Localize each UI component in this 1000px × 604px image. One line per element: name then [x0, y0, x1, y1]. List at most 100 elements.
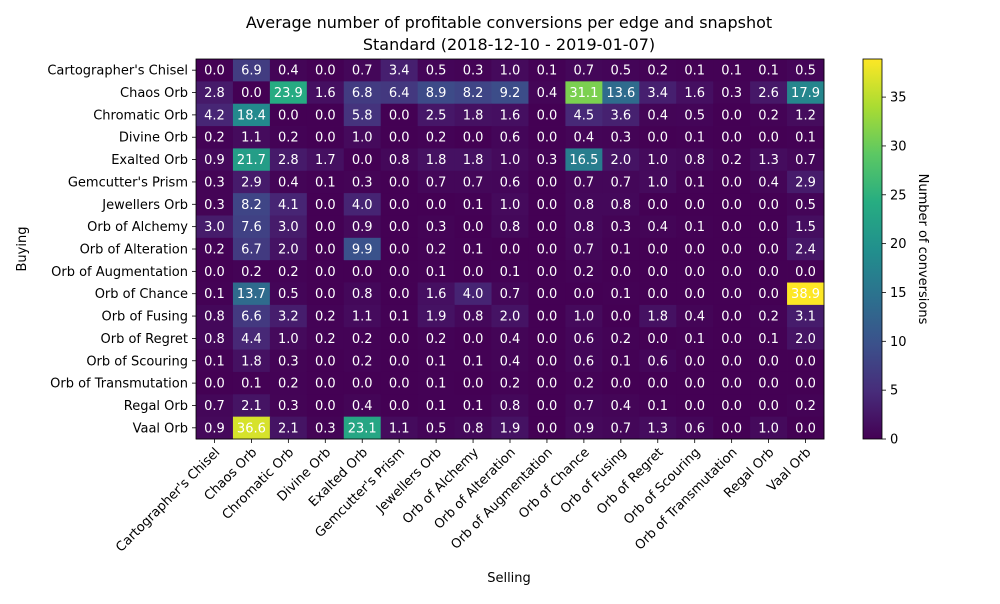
cell-value-label: 0.7: [610, 421, 631, 436]
cell-value-label: 0.0: [537, 131, 558, 146]
cell-value-label: 1.6: [315, 86, 336, 101]
heatmap-cell: [491, 148, 529, 172]
heatmap-cell: [750, 81, 788, 105]
heatmap-cell: [417, 260, 455, 283]
heatmap-cell: [565, 260, 603, 283]
heatmap-cell: [380, 81, 419, 105]
heatmap-cell: [454, 304, 492, 328]
cell-value-label: 8.2: [463, 86, 484, 101]
cell-value-label: 0.8: [463, 310, 484, 325]
heatmap-cell: [417, 81, 455, 105]
heatmap-cell: [639, 349, 677, 373]
cell-value-label: 0.3: [463, 64, 484, 79]
cell-value-label: 1.0: [647, 153, 668, 168]
cell-value-label: 0.7: [426, 175, 447, 190]
heatmap-cell: [787, 416, 825, 440]
cell-value-label: 0.0: [537, 287, 558, 302]
heatmap-cell: [639, 170, 677, 194]
cell-value-label: 0.0: [315, 377, 336, 392]
heatmap-cell: [454, 103, 492, 127]
heatmap-cell: [454, 193, 492, 216]
cell-value-label: 0.5: [684, 108, 705, 123]
cell-value-label: 1.0: [500, 153, 521, 168]
chart-subtitle: Standard (2018-12-10 - 2019-01-07): [363, 35, 655, 54]
cell-value-label: 0.0: [537, 265, 558, 280]
heatmap-cell: [196, 349, 234, 373]
heatmap-cell: [269, 394, 308, 418]
heatmap-cell: [750, 59, 788, 82]
cell-value-label: 0.0: [537, 421, 558, 436]
heatmap-cell: [676, 260, 714, 283]
cell-value-label: 2.8: [278, 153, 299, 168]
heatmap-cell: [565, 170, 603, 194]
heatmap-cell: [269, 349, 308, 373]
cell-value-label: 0.0: [684, 243, 705, 258]
heatmap-cell: [639, 103, 677, 127]
cell-value-label: 0.0: [721, 175, 742, 190]
heatmap-cell: [417, 349, 455, 373]
cell-value-label: 0.1: [610, 354, 631, 369]
colorbar-tick-label: 25: [890, 188, 907, 203]
y-tick-label: Orb of Alteration: [80, 243, 188, 258]
cell-value-label: 13.7: [237, 287, 266, 302]
cell-value-label: 0.2: [352, 332, 373, 347]
cell-value-label: 0.0: [647, 131, 668, 146]
heatmap-cell: [528, 394, 566, 418]
heatmap-cell: [269, 304, 308, 328]
x-axis-label: Selling: [487, 571, 531, 586]
heatmap-cell: [750, 193, 788, 216]
heatmap-cell-labels: 0.0 6.9 0.4 0.0 0.7 3.4 0.5 0.3 1.0 0.1 0.7 0.5 0.2 0…: [204, 64, 820, 437]
heatmap-cell: [528, 126, 566, 149]
cell-value-label: 0.6: [574, 332, 595, 347]
heatmap-cell: [676, 237, 714, 261]
cell-value-label: 0.3: [278, 399, 299, 414]
cell-value-label: 2.1: [278, 421, 299, 436]
heatmap-cell: [196, 327, 234, 350]
heatmap-cell: [306, 170, 345, 194]
heatmap-cell: [565, 349, 603, 373]
heatmap-cell: [343, 59, 382, 82]
cell-value-label: 0.0: [758, 354, 779, 369]
heatmap-cell: [787, 59, 825, 82]
heatmap-cell: [232, 193, 271, 216]
cell-value-label: 0.0: [795, 377, 816, 392]
heatmap-cell: [491, 282, 529, 306]
heatmap-cell: [528, 215, 566, 239]
cell-value-label: 17.9: [791, 86, 820, 101]
cell-value-label: 0.3: [204, 175, 225, 190]
heatmap-cell: [565, 304, 603, 328]
cell-value-label: 0.1: [684, 64, 705, 79]
heatmap-cell: [343, 81, 382, 105]
cell-value-label: 0.0: [463, 377, 484, 392]
x-tick-label: Cartographer's Chisel: [113, 445, 223, 555]
heatmap-cell: [713, 215, 751, 239]
cell-value-label: 0.0: [537, 399, 558, 414]
heatmap-cell: [269, 148, 308, 172]
cell-value-label: 0.0: [537, 377, 558, 392]
heatmap-cell: [565, 416, 603, 440]
heatmap-cell: [639, 371, 677, 395]
cell-value-label: 3.4: [389, 64, 410, 79]
heatmap-cell: [454, 260, 492, 283]
heatmap-cell: [528, 59, 566, 82]
heatmap-cell: [787, 170, 825, 194]
heatmap-cell: [602, 59, 640, 82]
heatmap-cell: [787, 260, 825, 283]
heatmap-cell: [787, 282, 825, 306]
y-tick-label: Chromatic Orb: [93, 108, 188, 123]
heatmap-cell: [454, 81, 492, 105]
heatmap-cell: [417, 304, 455, 328]
heatmap-cell: [306, 260, 345, 283]
cell-value-label: 1.8: [647, 310, 668, 325]
colorbar: 0 5 10 15 20 25 30 35: [862, 58, 907, 448]
heatmap-cell: [713, 349, 751, 373]
cell-value-label: 1.6: [684, 86, 705, 101]
heatmap-cell: [306, 193, 345, 216]
cell-value-label: 0.5: [795, 64, 816, 79]
cell-value-label: 0.0: [647, 243, 668, 258]
heatmap-cell: [417, 170, 455, 194]
cell-value-label: 0.4: [574, 131, 595, 146]
cell-value-label: 0.2: [204, 131, 225, 146]
cell-value-label: 0.5: [426, 421, 447, 436]
